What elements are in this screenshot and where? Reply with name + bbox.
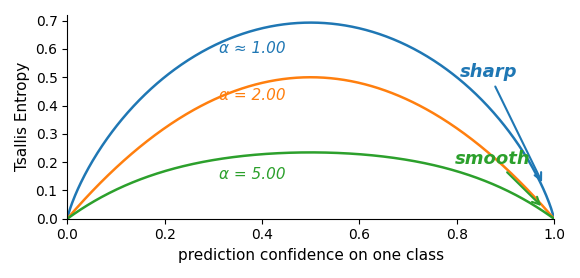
- Text: smooth: smooth: [455, 150, 539, 204]
- Y-axis label: Tsallis Entropy: Tsallis Entropy: [15, 62, 30, 172]
- X-axis label: prediction confidence on one class: prediction confidence on one class: [177, 248, 444, 263]
- Text: α ≈ 1.00: α ≈ 1.00: [219, 41, 285, 56]
- Text: α = 5.00: α = 5.00: [219, 167, 285, 182]
- Text: sharp: sharp: [459, 63, 541, 180]
- Text: α = 2.00: α = 2.00: [219, 88, 285, 103]
